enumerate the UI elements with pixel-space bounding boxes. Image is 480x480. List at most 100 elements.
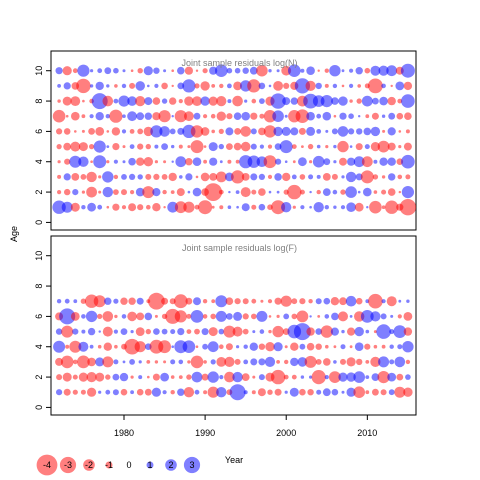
bubble (397, 174, 403, 180)
bubble (170, 375, 175, 379)
bubble (263, 155, 277, 169)
bubble (120, 328, 128, 335)
bubble (330, 327, 339, 336)
bubble (312, 155, 325, 168)
bubble (294, 78, 310, 94)
bubble (353, 386, 366, 399)
bubble (78, 372, 88, 382)
bubble (243, 359, 249, 365)
bubble (211, 129, 215, 134)
bubble (284, 359, 289, 365)
bubble (315, 82, 322, 90)
bubble (136, 312, 145, 321)
bubble (403, 142, 412, 151)
bubble (56, 128, 63, 135)
bubble (389, 359, 395, 365)
y-tick-label: 10 (34, 66, 44, 76)
bubble (324, 83, 329, 88)
bubble (89, 144, 95, 150)
bubble (354, 342, 364, 352)
bubble (291, 144, 297, 150)
bubble (158, 110, 171, 123)
bubble (224, 356, 235, 367)
bubble (218, 128, 224, 134)
bubble (82, 99, 85, 103)
bubble (192, 96, 202, 106)
bubble (349, 83, 354, 88)
bubble (152, 97, 161, 105)
legend-label: 3 (189, 460, 194, 470)
bubble (324, 68, 329, 73)
bubble (358, 115, 361, 118)
bubble (106, 160, 110, 164)
bubble (291, 313, 298, 320)
bubble (315, 343, 322, 350)
bubble (268, 315, 272, 318)
bubble (250, 112, 258, 120)
bubble (135, 81, 145, 91)
bubble (163, 69, 167, 73)
legend-swatch (36, 454, 58, 476)
bubble (258, 374, 265, 381)
bubble (146, 204, 151, 210)
bubble (308, 174, 314, 180)
bubble (308, 299, 313, 304)
panel-title: Joint sample residuals log(N) (181, 58, 297, 68)
bubble (93, 155, 107, 169)
legend-label: -2 (85, 460, 93, 470)
bubble (402, 341, 414, 353)
bubble (348, 113, 354, 119)
bubble (364, 67, 371, 74)
panel-title: Joint sample residuals log(F) (182, 243, 297, 253)
bubble (142, 186, 155, 199)
y-tick-label: 6 (34, 129, 44, 134)
bubble (225, 127, 234, 136)
bubble (198, 200, 213, 215)
bubble (258, 188, 266, 196)
bubble (241, 173, 250, 181)
bubble (143, 66, 153, 76)
bubble (317, 315, 321, 318)
bubble (227, 159, 232, 164)
bubble (226, 67, 233, 74)
bubble (182, 79, 196, 93)
bubble (280, 295, 292, 307)
bubble (225, 343, 233, 351)
bubble (62, 372, 72, 382)
bubble (259, 113, 265, 119)
bubble (290, 97, 298, 105)
bubble (184, 111, 194, 122)
bubble (192, 157, 202, 166)
bubble (288, 64, 301, 77)
bubble (138, 375, 143, 380)
bubble (356, 358, 363, 366)
bubble (395, 81, 405, 91)
bubble (371, 373, 380, 381)
bubble (252, 330, 256, 334)
bubble (370, 126, 381, 137)
bubble (372, 388, 379, 396)
bubble (338, 372, 348, 382)
bubble (267, 389, 273, 395)
bubble (129, 129, 135, 134)
bubble (159, 126, 170, 137)
bubble (363, 127, 372, 136)
bubble (397, 344, 403, 350)
bubble (56, 374, 63, 381)
bubble (87, 357, 96, 367)
bubble (121, 174, 127, 180)
bubble (387, 96, 396, 106)
legend-label: 0 (126, 460, 131, 470)
bubble (130, 390, 135, 395)
y-tick-label: 10 (34, 251, 44, 261)
x-tick-label: 2000 (276, 428, 296, 438)
bubble (300, 68, 305, 73)
bubble (252, 375, 256, 379)
bubble (135, 327, 145, 336)
bubble (209, 66, 218, 75)
bubble (356, 128, 363, 135)
bubble (114, 314, 118, 319)
bubble (242, 328, 249, 335)
bubble (150, 125, 163, 138)
y-tick-label: 8 (34, 99, 44, 104)
